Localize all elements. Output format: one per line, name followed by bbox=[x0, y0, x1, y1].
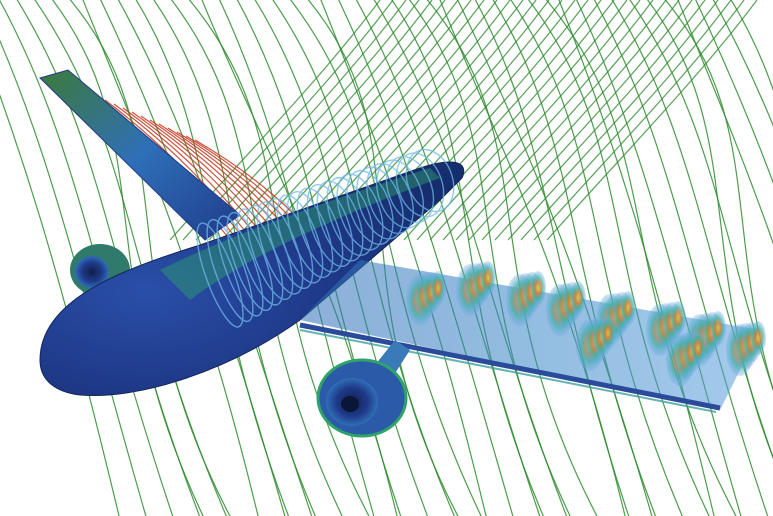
streamline bbox=[69, 0, 231, 516]
streamline bbox=[51, 0, 204, 516]
streamline bbox=[558, 0, 715, 516]
streamline bbox=[0, 93, 120, 516]
streamline bbox=[208, 0, 420, 241]
streamline bbox=[664, 0, 773, 392]
streamline-near-tail bbox=[113, 103, 255, 243]
streamline bbox=[520, 0, 732, 241]
vortex-swirl bbox=[690, 331, 706, 365]
wing-edge-texture bbox=[299, 329, 717, 413]
flow-ring bbox=[306, 183, 354, 268]
streamline bbox=[677, 0, 773, 245]
vortex-swirl bbox=[620, 291, 636, 325]
streamline bbox=[426, 0, 598, 516]
streamline bbox=[0, 39, 147, 516]
streamline bbox=[695, 0, 773, 184]
flow-ring bbox=[286, 190, 334, 279]
flow-ring bbox=[296, 187, 344, 273]
streamline bbox=[442, 0, 654, 241]
streamline bbox=[546, 0, 758, 241]
flow-ring bbox=[326, 176, 374, 257]
flow-ring bbox=[385, 155, 435, 224]
flow-ring bbox=[356, 166, 404, 240]
streamline bbox=[507, 0, 719, 241]
streamline-near-tail bbox=[122, 107, 264, 245]
streamline bbox=[474, 0, 630, 516]
flow-ring bbox=[336, 173, 384, 251]
streamline bbox=[403, 0, 615, 241]
streamline bbox=[0, 0, 174, 516]
flow-ring bbox=[206, 218, 254, 323]
streamline bbox=[455, 0, 667, 241]
vortex-swirl bbox=[430, 271, 446, 305]
streamline bbox=[545, 0, 737, 516]
streamline bbox=[527, 0, 710, 516]
flow-ring bbox=[256, 201, 304, 295]
flow-ring bbox=[226, 211, 274, 312]
vortex-swirl bbox=[750, 321, 766, 355]
fuselage-flow-rings bbox=[196, 148, 455, 328]
streamline bbox=[730, 0, 773, 92]
flow-ring bbox=[346, 169, 394, 246]
streamline bbox=[34, 0, 227, 516]
vortex-swirl bbox=[670, 301, 686, 335]
flow-ring bbox=[405, 148, 455, 213]
flow-ring bbox=[316, 180, 364, 262]
vortex-swirl bbox=[600, 316, 616, 350]
flow-ring bbox=[196, 222, 244, 328]
streamline bbox=[629, 0, 773, 391]
wing-trailing-edge bbox=[299, 322, 721, 411]
near-engine-hub bbox=[341, 396, 359, 412]
streamline bbox=[170, 0, 343, 516]
streamline bbox=[468, 0, 680, 241]
streamline bbox=[273, 0, 485, 241]
flow-ring bbox=[216, 215, 264, 317]
fuselage-highlight bbox=[160, 168, 440, 300]
vortex-swirl bbox=[710, 311, 726, 345]
streamline bbox=[481, 0, 693, 241]
streamline bbox=[646, 0, 773, 459]
wingtip-vortices bbox=[406, 261, 766, 386]
flow-ring bbox=[395, 152, 445, 218]
far-engine-intake bbox=[75, 256, 109, 288]
flow-ring bbox=[376, 159, 424, 229]
streamline bbox=[429, 0, 641, 241]
streamline bbox=[260, 0, 472, 241]
vortex-swirl bbox=[480, 261, 496, 295]
flow-ring bbox=[266, 197, 314, 290]
streamline bbox=[510, 0, 683, 516]
streamline bbox=[533, 0, 745, 241]
vortex-swirl bbox=[570, 281, 586, 315]
vortex-swirl bbox=[530, 271, 546, 305]
streamline bbox=[391, 0, 544, 516]
flow-ring bbox=[276, 194, 324, 284]
streamline bbox=[494, 0, 706, 241]
streamline bbox=[593, 0, 769, 516]
streamline bbox=[82, 0, 259, 516]
streamline bbox=[712, 0, 773, 127]
